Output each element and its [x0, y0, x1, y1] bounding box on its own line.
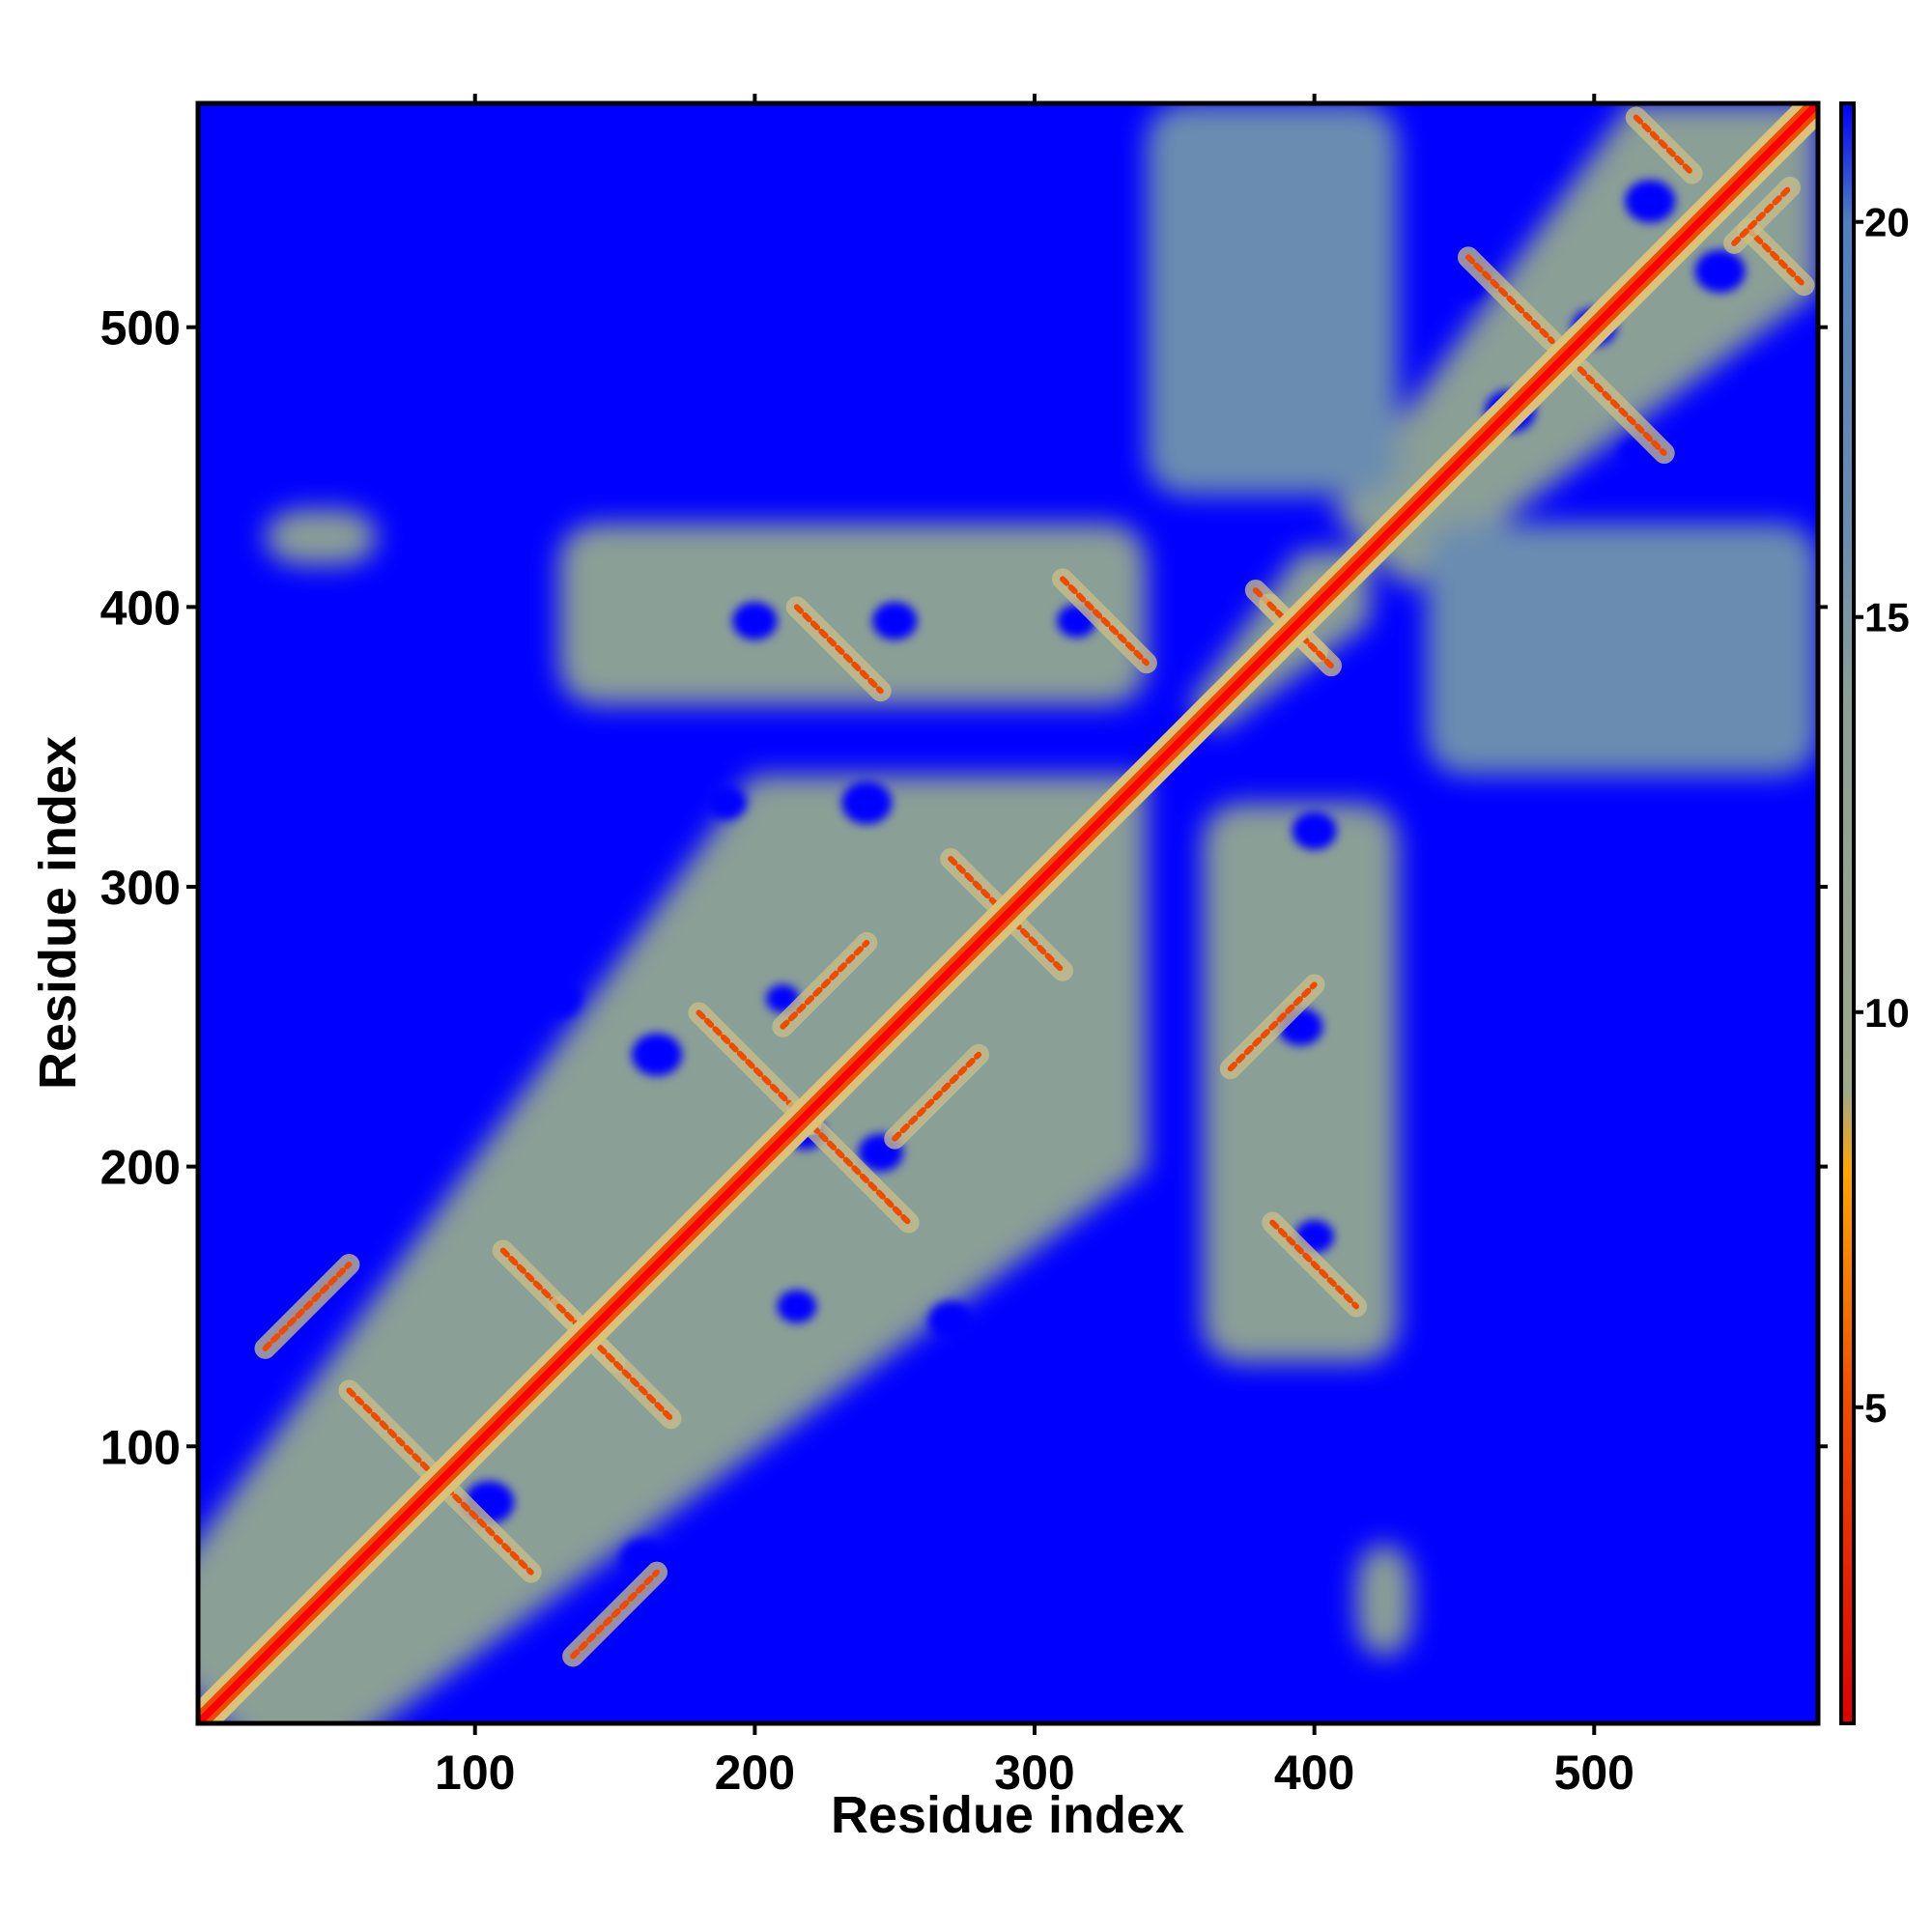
colorbar-tick-label: 5: [1864, 1385, 1887, 1431]
contact-line: [1731, 184, 1794, 246]
contact-line: [1633, 114, 1695, 177]
contact-line: [346, 1387, 437, 1478]
cavity-region: [631, 1033, 683, 1076]
diagonal-core: [198, 103, 1818, 1723]
contact-block: [558, 523, 1147, 705]
contact-line: [793, 1107, 912, 1226]
contact-line: [1464, 254, 1555, 345]
x-tick-label: 400: [1274, 1746, 1354, 1800]
cavity-region: [927, 1301, 974, 1340]
x-axis-label: Residue index: [831, 1786, 1184, 1844]
contact-line: [443, 1485, 534, 1576]
y-tick-label: 400: [100, 581, 181, 635]
contact-block: [1202, 803, 1399, 1363]
cavity-region: [732, 602, 778, 640]
cavity-region: [707, 785, 747, 820]
cavity-region: [872, 602, 918, 640]
cavity-region: [841, 781, 893, 825]
colorbar-tick-label: 20: [1864, 200, 1910, 245]
y-tick-label: 300: [100, 861, 181, 915]
cavity-region: [1694, 249, 1746, 293]
colorbar-tick-label: 15: [1864, 595, 1910, 640]
y-axis-label: Residue index: [29, 736, 87, 1090]
x-tick-label: 500: [1554, 1746, 1634, 1800]
plot-frame: [195, 100, 1821, 1726]
contact-block: [1146, 103, 1399, 496]
y-axis-ticks: 100 200 300 400 500: [100, 301, 1828, 1474]
y-tick-label: 100: [100, 1420, 181, 1474]
contact-line: [1059, 576, 1150, 667]
contact-line: [1745, 226, 1807, 289]
cavity-region: [1625, 180, 1676, 223]
contact-line: [262, 1261, 353, 1351]
contact-line: [1269, 1219, 1360, 1310]
colorbar-ticks: 5 10 15 20: [1854, 200, 1910, 1431]
cavity-region: [1516, 140, 1561, 179]
cavity-region: [536, 980, 582, 1018]
contact-block: [1426, 523, 1818, 776]
contact-line: [1577, 366, 1667, 457]
contact-line: [892, 1051, 982, 1142]
heatmap-cells: [198, 103, 1818, 1723]
colorbar-tick-label: 10: [1864, 990, 1910, 1036]
y-tick-label: 500: [100, 301, 181, 355]
x-tick-label: 100: [435, 1746, 515, 1800]
contact-line: [1227, 981, 1318, 1072]
contact-line: [793, 604, 884, 695]
diagonal-band: [198, 103, 1818, 1723]
y-tick-label: 200: [100, 1141, 181, 1195]
x-tick-label: 200: [715, 1746, 795, 1800]
cavity-region: [1292, 811, 1337, 850]
colorbar: [1839, 101, 1856, 1725]
x-tick-label: 300: [994, 1746, 1074, 1800]
contact-line: [780, 939, 870, 1030]
contact-line: [570, 1569, 661, 1660]
cavity-region: [777, 1290, 817, 1323]
x-axis-ticks: 100 200 300 400 500: [435, 94, 1634, 1800]
contact-block: [1356, 1544, 1413, 1657]
contact-block: [265, 508, 378, 565]
cavity-region: [1739, 363, 1785, 403]
